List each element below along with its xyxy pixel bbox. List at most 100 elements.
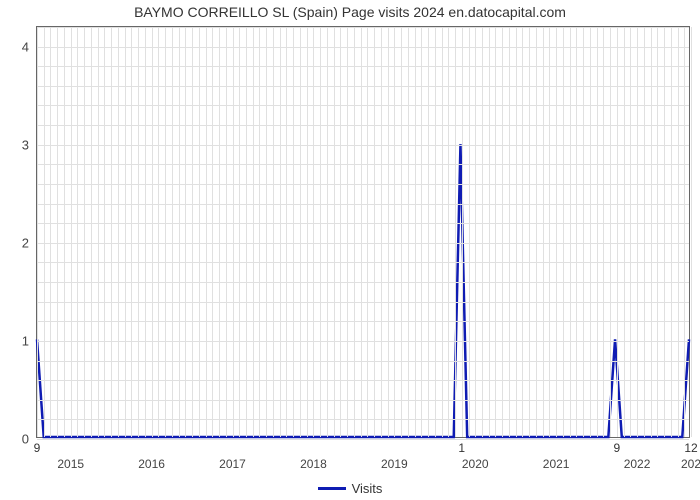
ytick-label: 1	[22, 333, 37, 348]
vgrid-minor	[280, 27, 281, 437]
xtick-label: 2021	[543, 437, 570, 471]
vgrid-minor	[536, 27, 537, 437]
vgrid-minor	[77, 27, 78, 437]
vgrid-minor	[327, 27, 328, 437]
hgrid-minor	[37, 66, 689, 67]
vgrid-minor	[644, 27, 645, 437]
vgrid-minor	[152, 27, 153, 437]
vgrid-minor	[361, 27, 362, 437]
hgrid-minor	[37, 302, 689, 303]
vgrid-minor	[246, 27, 247, 437]
xtick-label: 2017	[219, 437, 246, 471]
vgrid-minor	[590, 27, 591, 437]
vgrid-minor	[179, 27, 180, 437]
hgrid-minor	[37, 204, 689, 205]
vgrid-minor	[84, 27, 85, 437]
vgrid-minor	[145, 27, 146, 437]
vgrid-minor	[71, 27, 72, 437]
vgrid-minor	[340, 27, 341, 437]
xtick-label: 2015	[57, 437, 84, 471]
vgrid-minor	[165, 27, 166, 437]
ytick-label: 3	[22, 137, 37, 152]
vgrid-minor	[37, 27, 38, 437]
hgrid-minor	[37, 27, 689, 28]
vgrid-minor	[684, 27, 685, 437]
vgrid-minor	[266, 27, 267, 437]
xtick-label: 2020	[462, 437, 489, 471]
hgrid-minor	[37, 361, 689, 362]
vgrid-minor	[583, 27, 584, 437]
hgrid-minor	[37, 243, 689, 244]
vgrid-minor	[293, 27, 294, 437]
vgrid-minor	[576, 27, 577, 437]
hgrid-minor	[37, 105, 689, 106]
vgrid-minor	[98, 27, 99, 437]
data-point-label: 9	[34, 437, 41, 455]
ytick-label: 2	[22, 235, 37, 250]
vgrid-minor	[138, 27, 139, 437]
vgrid-minor	[300, 27, 301, 437]
vgrid-minor	[556, 27, 557, 437]
vgrid-minor	[192, 27, 193, 437]
vgrid-minor	[678, 27, 679, 437]
vgrid-minor	[206, 27, 207, 437]
vgrid-minor	[415, 27, 416, 437]
vgrid-minor	[489, 27, 490, 437]
vgrid-minor	[469, 27, 470, 437]
hgrid-minor	[37, 262, 689, 263]
vgrid-minor	[367, 27, 368, 437]
vgrid-minor	[455, 27, 456, 437]
vgrid-minor	[185, 27, 186, 437]
hgrid-minor	[37, 419, 689, 420]
vgrid-minor	[657, 27, 658, 437]
vgrid-minor	[158, 27, 159, 437]
vgrid-minor	[44, 27, 45, 437]
xtick-label: 2022	[624, 437, 651, 471]
vgrid-minor	[212, 27, 213, 437]
vgrid-minor	[435, 27, 436, 437]
vgrid-minor	[233, 27, 234, 437]
hgrid-minor	[37, 86, 689, 87]
vgrid-minor	[651, 27, 652, 437]
ytick-label: 4	[22, 39, 37, 54]
chart-title: BAYMO CORREILLO SL (Spain) Page visits 2…	[0, 4, 700, 20]
xtick-label: 2019	[381, 437, 408, 471]
vgrid-minor	[671, 27, 672, 437]
vgrid-minor	[549, 27, 550, 437]
vgrid-minor	[462, 27, 463, 437]
vgrid-minor	[253, 27, 254, 437]
vgrid-minor	[125, 27, 126, 437]
vgrid-minor	[199, 27, 200, 437]
xtick-label: 2016	[138, 437, 165, 471]
vgrid-minor	[381, 27, 382, 437]
vgrid-minor	[388, 27, 389, 437]
vgrid-minor	[624, 27, 625, 437]
vgrid-minor	[691, 27, 692, 437]
hgrid-minor	[37, 47, 689, 48]
vgrid-minor	[239, 27, 240, 437]
vgrid-minor	[603, 27, 604, 437]
hgrid-minor	[37, 282, 689, 283]
hgrid-minor	[37, 380, 689, 381]
hgrid-minor	[37, 145, 689, 146]
vgrid-minor	[347, 27, 348, 437]
legend-label: Visits	[352, 481, 383, 496]
vgrid-minor	[354, 27, 355, 437]
hgrid-minor	[37, 341, 689, 342]
chart-container: BAYMO CORREILLO SL (Spain) Page visits 2…	[0, 0, 700, 500]
hgrid-minor	[37, 439, 689, 440]
vgrid-minor	[570, 27, 571, 437]
vgrid-minor	[502, 27, 503, 437]
vgrid-minor	[118, 27, 119, 437]
hgrid-minor	[37, 164, 689, 165]
line-series	[37, 27, 689, 437]
hgrid-minor	[37, 184, 689, 185]
vgrid-minor	[313, 27, 314, 437]
vgrid-minor	[563, 27, 564, 437]
data-point-label: 1	[458, 437, 465, 455]
vgrid-minor	[448, 27, 449, 437]
vgrid-minor	[428, 27, 429, 437]
vgrid-minor	[421, 27, 422, 437]
vgrid-minor	[543, 27, 544, 437]
hgrid-minor	[37, 125, 689, 126]
